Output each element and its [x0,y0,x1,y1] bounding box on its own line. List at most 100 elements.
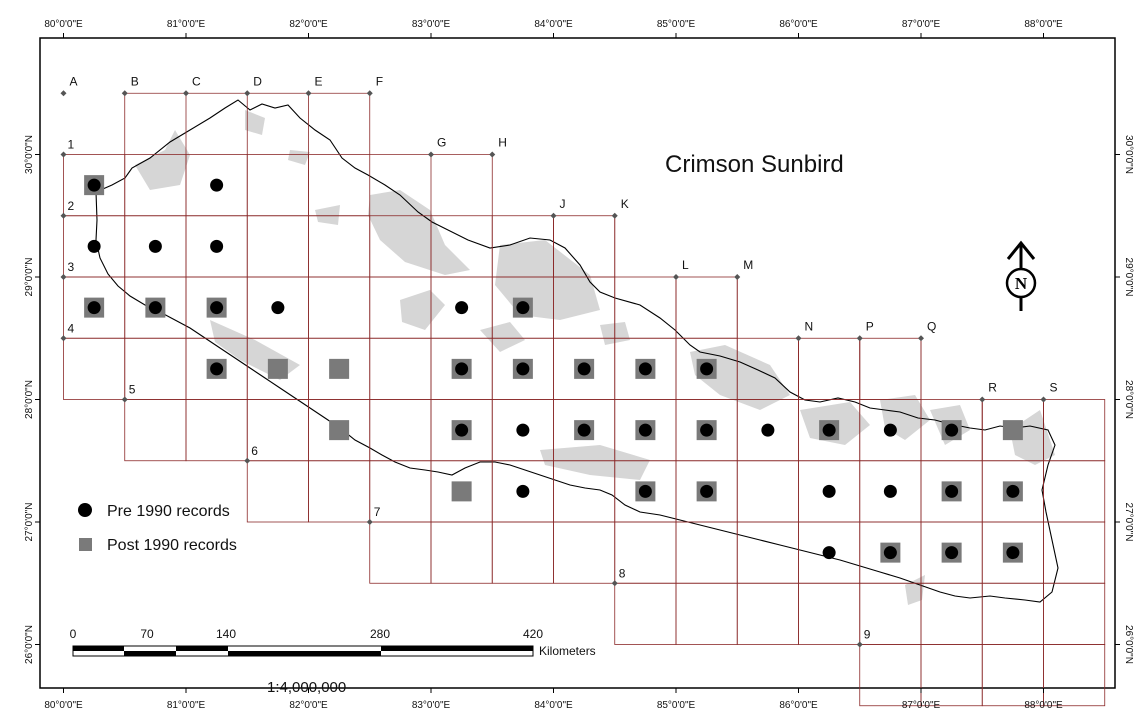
longitude-labels-top: 80°0'0"E 81°0'0"E 82°0'0"E 83°0'0"E 84°0'0"E… [44,19,1063,30]
latitude-label: 30°0'0"N [1123,135,1134,174]
pre-1990-record [516,423,530,437]
grid-column-label: G [437,136,446,150]
longitude-label: 83°0'0"E [412,19,451,30]
map-frame [39,37,1116,689]
grid-cell [185,399,248,462]
grid-corner-marker [366,90,373,97]
longitude-label: 86°0'0"E [779,19,818,30]
longitude-label: 82°0'0"E [289,19,328,30]
legend-post-symbol [79,538,92,551]
pre-1990-record [945,484,959,498]
grid-row-label: 1 [68,138,75,152]
grid-corner-marker [856,335,863,342]
grid-cell [981,644,1044,707]
post-1990-record [267,358,288,379]
grid-column-label: N [805,319,814,333]
post-1990-record [329,358,350,379]
legend-pre-label: Pre 1990 records [107,503,230,520]
grid-column-label: E [315,74,323,88]
grid-cell [369,337,432,400]
grid-corner-marker [366,519,373,525]
grid-corner-marker [673,274,679,280]
grid-cells [63,92,1106,707]
grid-corner-marker [918,335,924,342]
latitude-label: 29°0'0"N [1123,258,1134,297]
grid-column-label: H [498,136,507,150]
longitude-label: 87°0'0"E [902,19,941,30]
grid-cell [981,582,1044,645]
grid-corner-marker [856,641,863,648]
grid-cell [675,582,738,645]
frame-ticks [35,33,1120,693]
grid-corner-marker [428,151,434,158]
pre-1990-record [577,362,591,376]
grid-column-label: L [682,258,689,272]
grid-row-label: 8 [619,566,626,580]
grid-column-label: M [743,258,753,272]
grid-cell [308,460,371,523]
grid-cell [308,215,371,278]
grid-corner-marker [60,274,67,280]
grid-column-label: K [621,197,629,211]
post-1990-record [329,420,350,441]
grid-corner-marker [979,396,986,403]
grid-column-label: B [131,74,139,88]
latitude-label: 28°0'0"N [1123,380,1134,419]
grid-corner-marker [489,151,496,158]
grid-row-label: 6 [251,444,258,458]
grid-corner-marker [244,457,251,464]
grid-row-label: 5 [129,383,136,397]
svg-text:N: N [1015,274,1028,293]
latitude-label: 28°0'0"N [24,380,35,419]
longitude-label: 88°0'0"E [1024,19,1063,30]
grid-corner-marker [60,212,67,219]
grid-cell [859,337,922,400]
legend-post-label: Post 1990 records [107,537,237,554]
grid-row-label: 2 [68,199,75,213]
pre-1990-record [700,423,714,437]
grid-corner-marker [60,151,67,158]
grid-corner-markers [60,90,1047,648]
pre-1990-record [87,301,101,315]
longitude-label: 84°0'0"E [534,19,573,30]
grid-cell [675,276,738,339]
pre-1990-record [638,362,652,376]
pre-1990-record [455,301,469,315]
scale-ratio: 1:4,000,000 [267,679,346,696]
grid-row-label: 7 [374,505,381,519]
pre-1990-record [761,423,775,437]
grid-cell [1043,521,1106,584]
grid-corner-marker [60,90,67,97]
grid-column-label: S [1050,381,1058,395]
latitude-labels-left: 30°0'0"N 29°0'0"N 28°0'0"N 27°0'0"N 26°0'0"N [24,135,35,664]
latitude-label: 27°0'0"N [24,503,35,542]
grid-corner-marker [60,335,67,342]
longitude-label: 81°0'0"E [167,19,206,30]
latitude-label: 27°0'0"N [1123,503,1134,542]
grid-column-label: F [376,74,383,88]
pre-1990-record [87,239,101,253]
pre-1990-record [516,301,530,315]
grid-column-label: P [866,319,874,333]
longitude-label: 80°0'0"E [44,700,83,711]
scale-bar: 0 70 140 280 420 Kilometers [70,627,596,658]
pre-1990-record [945,423,959,437]
grid-cell [614,582,677,645]
pre-1990-record [1006,484,1020,498]
pre-1990-record [516,484,530,498]
scale-unit: Kilometers [539,644,596,658]
longitude-label: 85°0'0"E [657,700,696,711]
grid-cell [798,337,861,400]
pre-1990-record [638,423,652,437]
grid-column-label: C [192,74,201,88]
grid-corner-marker [305,90,312,97]
latitude-label: 30°0'0"N [24,135,35,174]
grid-row-label: 4 [68,321,75,335]
scale-tick-420: 420 [523,627,543,641]
grid-column-label: A [70,74,78,88]
pre-1990-record [516,362,530,376]
pre-1990-record [945,546,959,560]
grid-cell [369,399,432,462]
longitude-label: 86°0'0"E [779,700,818,711]
